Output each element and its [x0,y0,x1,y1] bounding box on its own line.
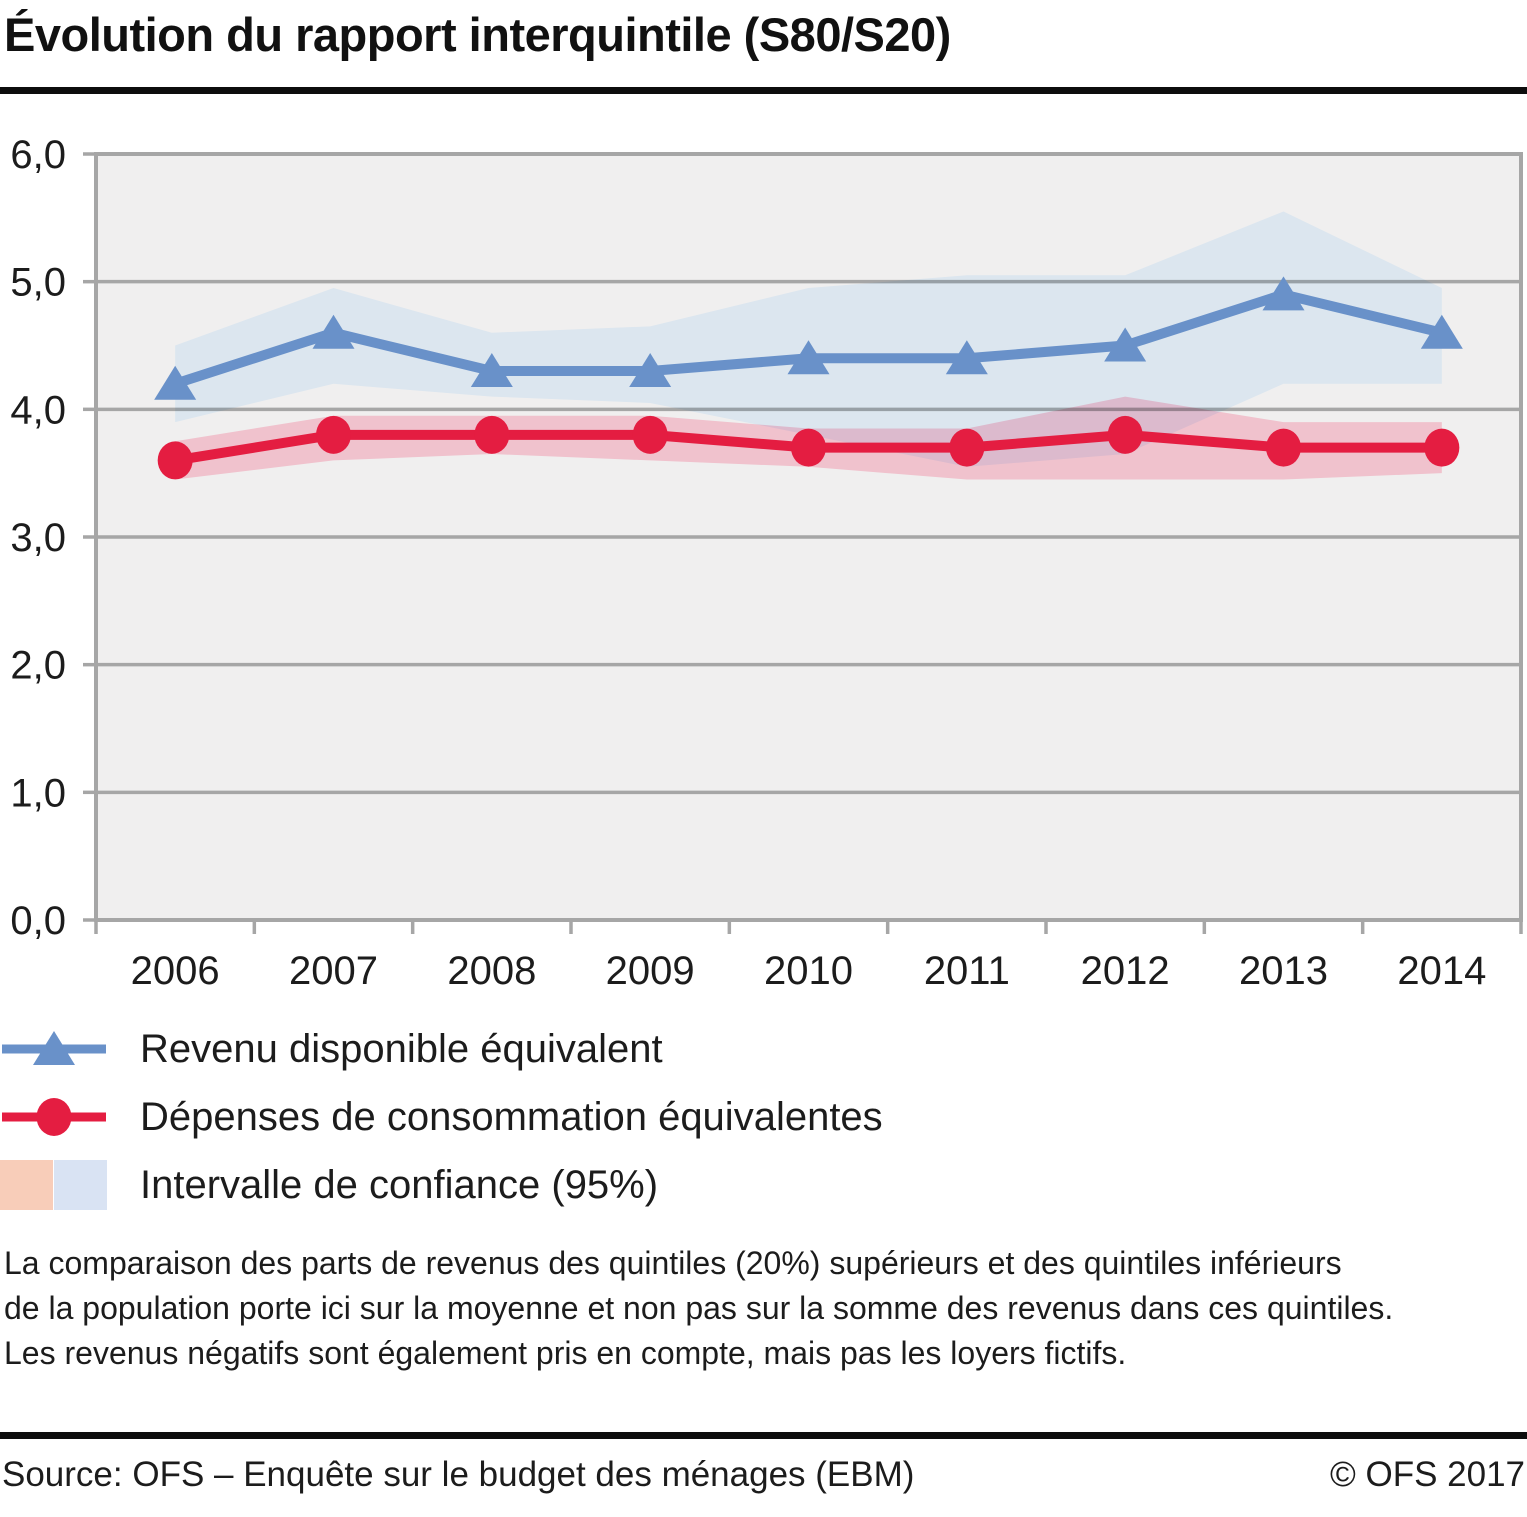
circle-marker [949,428,985,467]
x-axis-label: 2014 [1397,949,1486,993]
plot-border [94,152,1523,923]
source-text: Source: OFS – Enquête sur le budget des … [2,1455,915,1495]
chart-region: 0,0 1,0 2,0 3,0 4,0 5,0 6,0 2006 2007 2008 2009 201… [0,94,1527,1376]
legend-item-depenses: Dépenses de consommation équivalentes [0,1083,1527,1151]
footnote-line: La comparaison des parts de revenus des … [4,1245,1342,1282]
triangle-marker [470,353,513,388]
footnote-line: de la population porte ici sur la moyenn… [4,1290,1394,1327]
legend-red-band-square [0,1160,53,1211]
triangle-marker [787,340,830,375]
x-axis-label: 2006 [131,949,220,993]
y-axis-label: 3,0 [10,516,66,560]
footnote: La comparaison des parts de revenus des … [4,1241,1527,1376]
red-line-circle-swatch [0,1089,108,1145]
source-row: Source: OFS – Enquête sur le budget des … [0,1439,1527,1495]
triangle-marker [1420,314,1463,349]
circle-marker [474,415,510,454]
legend-label-confidence: Intervalle de confiance (95%) [140,1162,659,1207]
y-axis-label: 5,0 [10,261,66,305]
legend-blue-band-square [54,1160,107,1211]
y-axis-label: 2,0 [10,644,66,688]
y-axis-label: 4,0 [10,388,66,432]
circle-marker [1107,415,1143,454]
triangle-marker [945,340,988,375]
x-axis-label: 2009 [606,949,695,993]
legend-item-confidence: Intervalle de confiance (95%) [0,1151,1527,1219]
x-axis-label: 2013 [1239,949,1328,993]
title-rule [0,87,1527,95]
copyright-text: © OFS 2017 [1329,1455,1525,1495]
y-axis-label: 6,0 [10,133,66,177]
triangle-marker [312,314,355,349]
circle-marker [791,428,826,467]
triangle-marker [1262,276,1305,311]
page-header: Évolution du rapport interquintile (S80/… [0,8,1527,95]
x-axis-label: 2008 [447,949,536,993]
footnote-line: Les revenus négatifs sont également pris… [4,1335,1127,1372]
triangle-marker [154,365,197,400]
line-chart: 0,0 1,0 2,0 3,0 4,0 5,0 6,0 2006 2007 2008 2009 201… [10,133,1523,993]
legend-label-depenses: Dépenses de consommation équivalentes [140,1094,883,1139]
circle-marker [1266,428,1301,467]
legend-label-revenu: Revenu disponible équivalent [140,1026,663,1071]
circle-marker [157,441,193,480]
page-title: Évolution du rapport interquintile (S80/… [4,8,951,61]
legend-item-revenu: Revenu disponible équivalent [0,1015,1527,1083]
x-axis-label: 2012 [1081,949,1170,993]
y-axis-label: 0,0 [10,899,66,943]
legend: Revenu disponible équivalent Dépenses de… [0,1015,1527,1219]
x-axis-label: 2007 [289,949,378,993]
circle-marker [1424,428,1460,467]
confidence-band-swatch [0,1159,108,1211]
triangle-marker [1104,327,1147,362]
y-axis-label: 1,0 [10,771,66,815]
triangle-marker [629,353,672,388]
footer-rule [0,1432,1527,1440]
x-axis-label: 2011 [924,949,1010,993]
circle-marker [316,415,351,454]
x-axis-label: 2010 [764,949,853,993]
legend-triangle-marker [33,1031,75,1066]
blue-line-triangle-swatch [0,1021,108,1077]
circle-marker [632,415,668,454]
page-footer: Source: OFS – Enquête sur le budget des … [0,1432,1527,1495]
legend-circle-marker [36,1098,72,1137]
